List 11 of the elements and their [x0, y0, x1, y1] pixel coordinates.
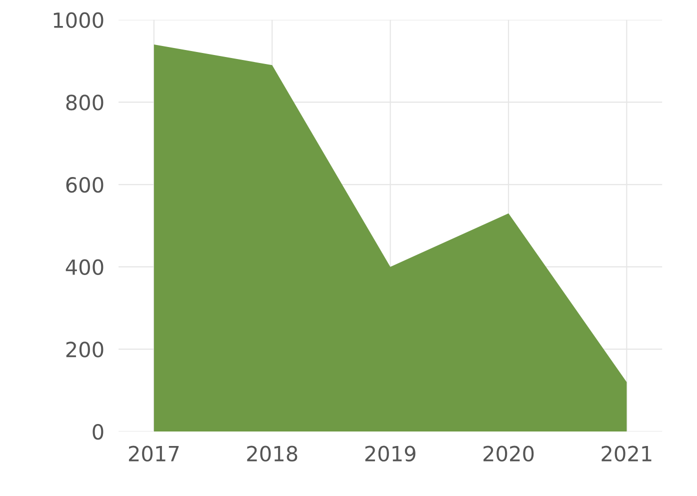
- y-tick-label: 200: [66, 342, 104, 358]
- x-tick-label: 2019: [365, 446, 416, 462]
- y-tick-label: 1000: [54, 12, 104, 28]
- y-tick-label: 0: [92, 424, 104, 440]
- x-tick-label: 2020: [484, 446, 534, 462]
- y-tick-label: 800: [66, 94, 104, 110]
- x-tick-label: 2021: [602, 446, 652, 462]
- x-tick-label: 2017: [128, 446, 179, 462]
- y-tick-label: 400: [66, 259, 104, 276]
- y-tick-label: 600: [66, 176, 104, 193]
- x-tick-label: 2018: [247, 446, 298, 462]
